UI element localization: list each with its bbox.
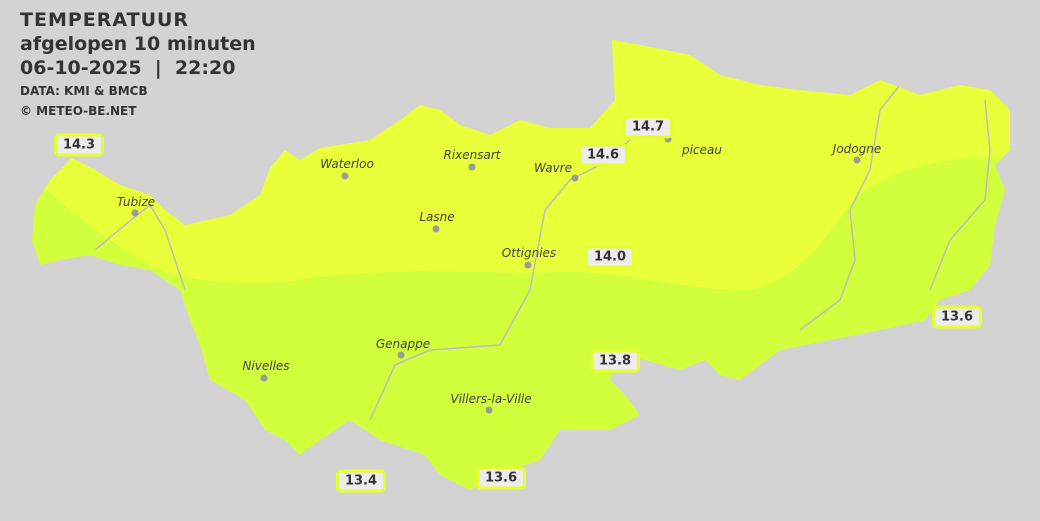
- town-label: Genappe: [375, 337, 431, 351]
- town-marker: [485, 406, 493, 414]
- town-marker: [341, 172, 349, 180]
- town-marker: [131, 209, 139, 217]
- temperature-label: 14.7: [622, 115, 674, 139]
- town-label: piceau: [682, 143, 722, 157]
- town-marker: [432, 225, 440, 233]
- temperature-label: 14.6: [577, 143, 629, 167]
- town-label: Waterloo: [320, 157, 374, 171]
- town-marker: [571, 174, 579, 182]
- town-label: Villers-la-Ville: [450, 392, 532, 406]
- temperature-label: 13.4: [335, 469, 387, 493]
- town-marker: [664, 135, 672, 143]
- town-label: Wavre: [534, 161, 572, 175]
- town-label: Tubize: [116, 195, 156, 209]
- temperature-label: 14.0: [584, 245, 636, 269]
- map-title: TEMPERATUUR: [20, 9, 190, 31]
- town-marker: [397, 351, 405, 359]
- town-label: Ottignies: [501, 246, 557, 260]
- temperature-label: 14.3: [53, 133, 105, 157]
- town-label: Nivelles: [242, 359, 290, 373]
- map-header: TEMPERATUUR afgelopen 10 minuten 06-10-2…: [20, 8, 256, 120]
- town-marker: [260, 374, 268, 382]
- map-subtitle: afgelopen 10 minuten: [20, 33, 256, 55]
- copyright: © METEO-BE.NET: [20, 104, 137, 118]
- town-label: Jodogne: [832, 142, 882, 156]
- town-marker: [853, 156, 861, 164]
- town-label: Rixensart: [443, 148, 501, 162]
- town-marker: [524, 261, 532, 269]
- data-source: DATA: KMI & BMCB: [20, 84, 148, 98]
- town-label: Lasne: [419, 210, 455, 224]
- town-marker: [468, 163, 476, 171]
- temperature-label: 13.6: [475, 466, 527, 490]
- temperature-label: 13.6: [931, 305, 983, 329]
- river: [94, 84, 991, 421]
- map-datetime: 06-10-2025 | 22:20: [20, 57, 236, 79]
- temperature-label: 13.8: [589, 349, 641, 373]
